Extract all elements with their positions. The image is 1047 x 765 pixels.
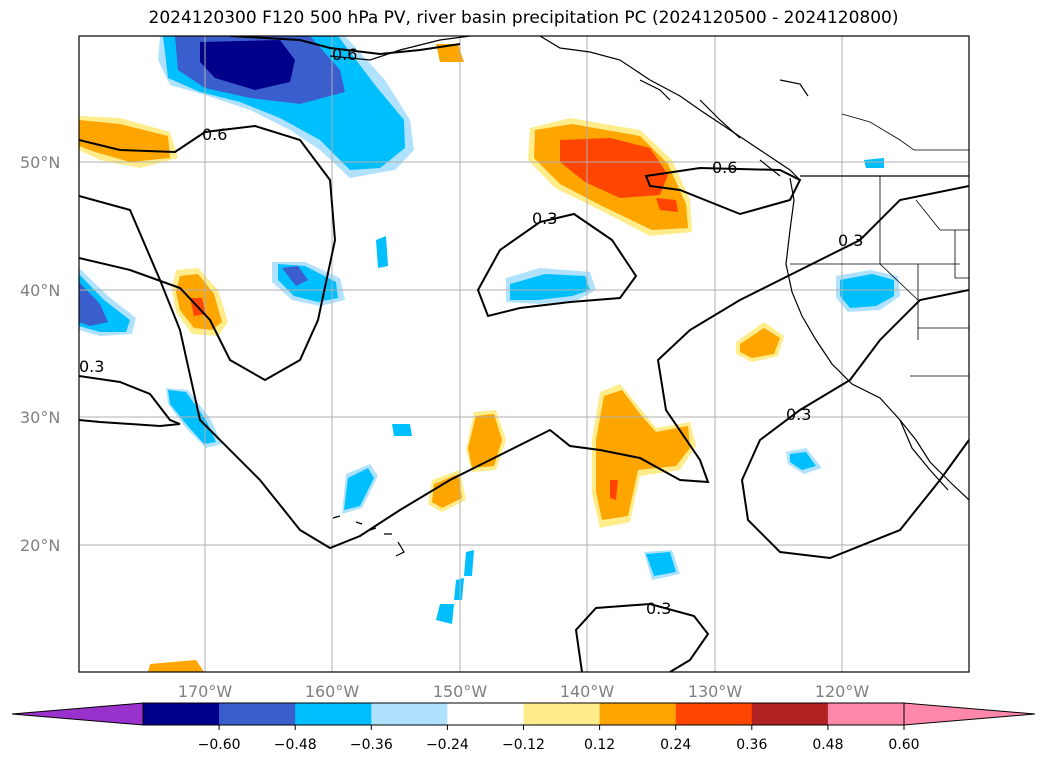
shade-negative-bit-a [464, 550, 474, 576]
shade-negative-bit-b [454, 578, 464, 600]
contour-label: 0.3 [786, 405, 811, 424]
colorbar-tick-label: 0.36 [736, 737, 767, 753]
shade-negative-central-core [282, 266, 308, 286]
shade-positive-east-core [740, 328, 780, 358]
colorbar-tick-label: 0.24 [660, 737, 691, 753]
lat-label: 50°N [20, 153, 60, 172]
graticule [79, 36, 969, 672]
lat-label: 30°N [20, 408, 60, 427]
colorbar-bin [219, 703, 296, 725]
colorbar-tick-label: −0.60 [198, 737, 241, 753]
contour-label: 0.3 [838, 231, 863, 250]
colorbar-bin [675, 703, 753, 725]
colorbar: −0.60 −0.48 −0.36 −0.24 −0.12 0.12 0.24 0.36 0.4… [11, 702, 1036, 753]
shade-positive-small-north [436, 44, 464, 62]
shade-positive-center-core [468, 414, 502, 468]
shade-negative-south-a-core [344, 468, 374, 510]
contour-label: 0.3 [532, 209, 557, 228]
contour-0-3-west [79, 185, 969, 550]
contour-0-3-southeast [740, 289, 969, 560]
contour-labels: 0.6 0.6 0.6 0.3 0.3 0.3 0.3 0.3 [79, 45, 863, 618]
longitude-labels: 170°W 160°W 150°W 140°W 130°W 120°W [178, 682, 870, 701]
colorbar-tick-label: −0.24 [426, 737, 469, 753]
lat-label: 20°N [20, 536, 60, 555]
lon-label: 160°W [305, 682, 360, 701]
colorbar-tick-label: 0.12 [584, 737, 615, 753]
lon-label: 120°W [815, 682, 870, 701]
contour-0-6-top [229, 36, 461, 56]
shade-negative-se-core [790, 452, 816, 470]
shade-negative-westedge-core [79, 282, 108, 326]
lat-label: 40°N [20, 281, 60, 300]
pv-contours [79, 36, 969, 672]
colorbar-bin [751, 703, 829, 725]
lon-label: 140°W [560, 682, 615, 701]
contour-0-3-wave [79, 375, 181, 428]
contour-label: 0.6 [332, 45, 357, 64]
alaska-coast [329, 36, 801, 181]
shade-positive-south-core [596, 390, 690, 520]
colorbar-bin [599, 703, 677, 725]
colorbar-tick-label: −0.36 [350, 737, 393, 753]
shade-negative-east-small [864, 158, 884, 168]
small-islands [332, 79, 809, 525]
shade-positive-ne-spot [656, 198, 678, 212]
bc-islands [639, 79, 781, 177]
colorbar-bin [143, 703, 220, 725]
shade-negative-north-core [200, 40, 295, 90]
lon-label: 170°W [178, 682, 233, 701]
shade-negative-s-core [646, 552, 676, 576]
shade-negative-bit-c [436, 604, 454, 624]
colorbar-bin [523, 703, 601, 725]
colorbar-tick-label: −0.12 [502, 737, 545, 753]
contour-label: 0.3 [79, 357, 104, 376]
coastlines [329, 36, 969, 557]
colorbar-under-extension [11, 702, 144, 726]
shade-positive-south-spot [610, 480, 618, 500]
shade-negative-streak [376, 236, 388, 268]
shade-positive-center-b-core [432, 474, 462, 508]
contour-0-3-ring [476, 212, 638, 318]
shade-negative-east-core [840, 274, 894, 308]
plot-frame [78, 35, 970, 673]
contour-0-3-south [574, 602, 710, 672]
latitude-labels: 50°N 40°N 30°N 20°N [20, 153, 60, 555]
shade-positive-bottom [148, 660, 204, 672]
colorbar-over-extension [903, 702, 1036, 726]
lon-label: 150°W [433, 682, 488, 701]
west-coast [785, 177, 969, 501]
canada-inland [841, 113, 969, 151]
precipitation-shading [79, 36, 900, 672]
contour-0-6-north [79, 124, 337, 382]
colorbar-bin [371, 703, 448, 725]
colorbar-tick-label: 0.48 [812, 737, 843, 753]
lon-label: 130°W [688, 682, 743, 701]
colorbar-tick-label: 0.60 [888, 737, 919, 753]
colorbar-bin [447, 703, 524, 725]
contour-label: 0.6 [202, 125, 227, 144]
contour-label: 0.3 [646, 599, 671, 618]
shade-negative-dot [392, 424, 412, 436]
colorbar-bin [295, 703, 372, 725]
contour-label: 0.6 [712, 158, 737, 177]
shade-negative-mid-core [510, 274, 590, 300]
contour-0-6-east [644, 166, 802, 216]
colorbar-bin [827, 703, 905, 725]
map-title: 2024120300 F120 500 hPa PV, river basin … [148, 8, 899, 28]
colorbar-tick-label: −0.48 [274, 737, 317, 753]
